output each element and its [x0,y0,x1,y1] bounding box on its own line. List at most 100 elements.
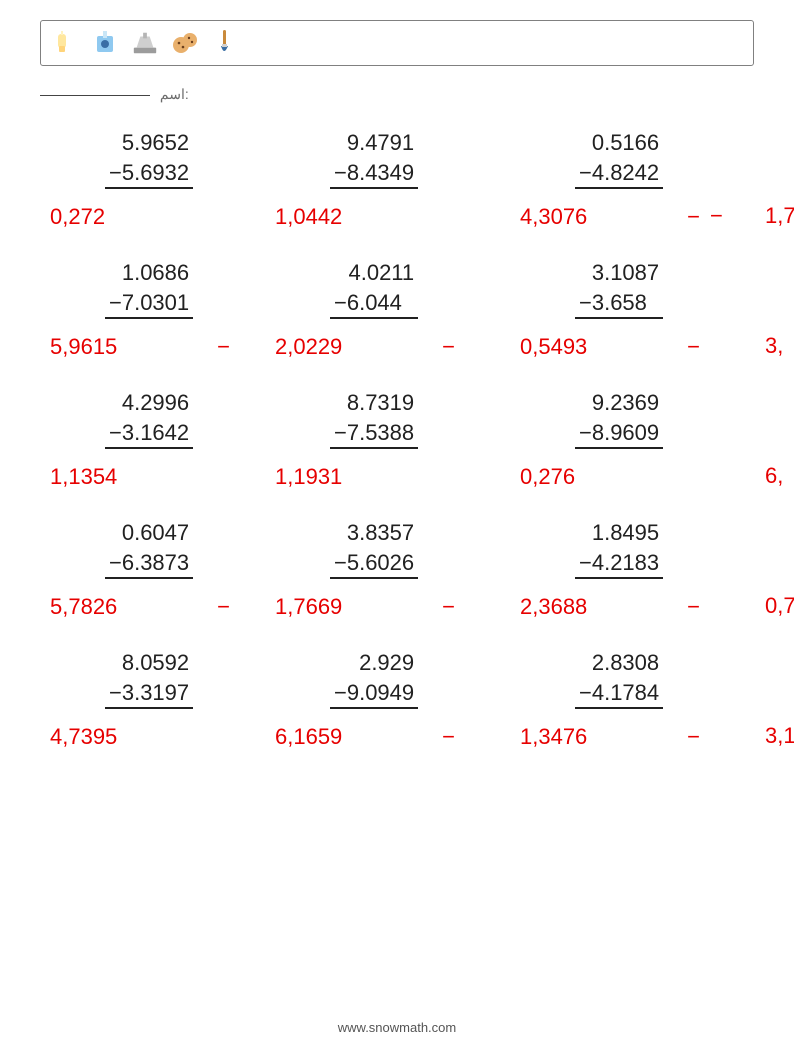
subtrahend: −3.1642 [105,418,193,450]
subtraction-problem: 8.7319−7.5388 1,1931 [275,388,495,488]
subtraction-problem: 4.2996−3.1642 1,1354 [50,388,270,488]
answer-value: 4,3076 [520,204,587,230]
subtraction-problem: 2.8308−4.1784 1,3476− [520,648,740,748]
answer-line: 5,7826 − [50,594,270,620]
subtrahend: −5.6026 [330,548,418,580]
answer-line: 1,1354 [50,464,270,490]
name-field-row: اسم: [40,86,754,103]
minuend: 1.8495 [575,518,663,548]
cookies-icon[interactable] [171,29,199,57]
sharpener-icon[interactable] [91,29,119,57]
paintbrush-icon[interactable] [211,29,239,57]
subtrahend: −8.9609 [575,418,663,450]
minuend: 5.9652 [105,128,193,158]
minuend: 2.929 [330,648,418,678]
highlighter-icon[interactable] [51,29,79,57]
minuend: 0.6047 [105,518,193,548]
subtraction-problem: 8.0592−3.3197 4,7395 [50,648,270,748]
name-blank-line[interactable] [40,95,150,96]
problem-stack: 0.6047−6.3873 [105,518,193,579]
problem-stack: 1.0686−7.0301 [105,258,193,319]
answer-line: 1,0442 [275,204,495,230]
answer-line: 1,3476− [520,724,740,750]
binder-clip-icon[interactable] [131,29,159,57]
answer-value: 1,1931 [275,464,342,490]
subtrahend: −8.4349 [330,158,418,190]
subtraction-problem: 1.0686−7.0301 5,9615− [50,258,270,358]
minuend: 9.2369 [575,388,663,418]
negative-sign: − [687,204,700,230]
overflow-answer-fragment: 3, [765,333,794,359]
answer-line: 6,1659− [275,724,495,750]
subtraction-problem: 2.929−9.0949 6,1659− [275,648,495,748]
subtrahend: −4.2183 [575,548,663,580]
answer-value: 1,0442 [275,204,342,230]
minuend: 4.2996 [105,388,193,418]
answer-value: 2,0229 [275,334,342,360]
answer-value: 0,272 [50,204,105,230]
problem-stack: 8.0592−3.3197 [105,648,193,709]
problem-stack: 8.7319−7.5388 [330,388,418,449]
problem-stack: 1.8495−4.2183 [575,518,663,579]
answer-value: 1,7669 [275,594,342,620]
minuend: 9.4791 [330,128,418,158]
subtraction-problem: 9.2369−8.96090,276 [520,388,740,488]
negative-sign: − [687,334,700,360]
answer-value: 0,5493 [520,334,587,360]
name-label: اسم: [160,86,189,102]
problem-stack: 4.2996−3.1642 [105,388,193,449]
subtrahend: −7.0301 [105,288,193,320]
subtrahend: −6.044 [330,288,418,320]
minuend: 4.0211 [330,258,418,288]
answer-line: 0,276 [520,464,740,490]
overflow-negative-sign: − [710,203,740,229]
negative-sign: − [217,594,230,620]
problem-stack: 3.1087−3.658 [575,258,663,319]
answer-line: 0,5493 − [520,334,740,360]
problem-stack: 5.9652−5.6932 [105,128,193,189]
overflow-answer-fragment: 0,7 [765,593,794,619]
subtrahend: −9.0949 [330,678,418,710]
problem-stack: 2.929−9.0949 [330,648,418,709]
subtrahend: −5.6932 [105,158,193,190]
overflow-answer-fragment: 3,1 [765,723,794,749]
minuend: 3.1087 [575,258,663,288]
negative-sign: − [442,594,455,620]
answer-line: 1,7669 − [275,594,495,620]
answer-line: 2,0229 − [275,334,495,360]
answer-line: 4,7395 [50,724,270,750]
answer-line: 2,3688− [520,594,740,620]
footer-url: www.snowmath.com [0,1020,794,1035]
subtrahend: −7.5388 [330,418,418,450]
problem-stack: 3.8357−5.6026 [330,518,418,579]
answer-value: 1,1354 [50,464,117,490]
minuend: 8.0592 [105,648,193,678]
minuend: 2.8308 [575,648,663,678]
answer-value: 4,7395 [50,724,117,750]
subtraction-problem: 4.0211−6.044 2,0229 − [275,258,495,358]
answer-value: 5,7826 [50,594,117,620]
subtraction-problem: 3.8357−5.6026 1,7669 − [275,518,495,618]
answer-value: 0,276 [520,464,575,490]
subtraction-problem: 3.1087−3.658 0,5493 − [520,258,740,358]
negative-sign: − [687,594,700,620]
minuend: 1.0686 [105,258,193,288]
negative-sign: − [442,724,455,750]
answer-line: 0,272 [50,204,270,230]
problem-stack: 9.4791−8.4349 [330,128,418,189]
answer-line: 4,3076 − [520,204,740,230]
subtraction-problem: 0.6047−6.3873 5,7826 − [50,518,270,618]
subtraction-problem: 9.4791−8.4349 1,0442 [275,128,495,228]
answer-value: 1,3476 [520,724,587,750]
answer-line: 1,1931 [275,464,495,490]
minuend: 3.8357 [330,518,418,548]
subtrahend: −3.658 [575,288,663,320]
answer-line: 5,9615− [50,334,270,360]
overflow-answer-fragment: 1,7 [765,203,794,229]
overflow-answer-fragment: 6, [765,463,794,489]
negative-sign: − [217,334,230,360]
subtrahend: −3.3197 [105,678,193,710]
problem-stack: 0.5166−4.8242 [575,128,663,189]
negative-sign: − [442,334,455,360]
subtrahend: −4.1784 [575,678,663,710]
